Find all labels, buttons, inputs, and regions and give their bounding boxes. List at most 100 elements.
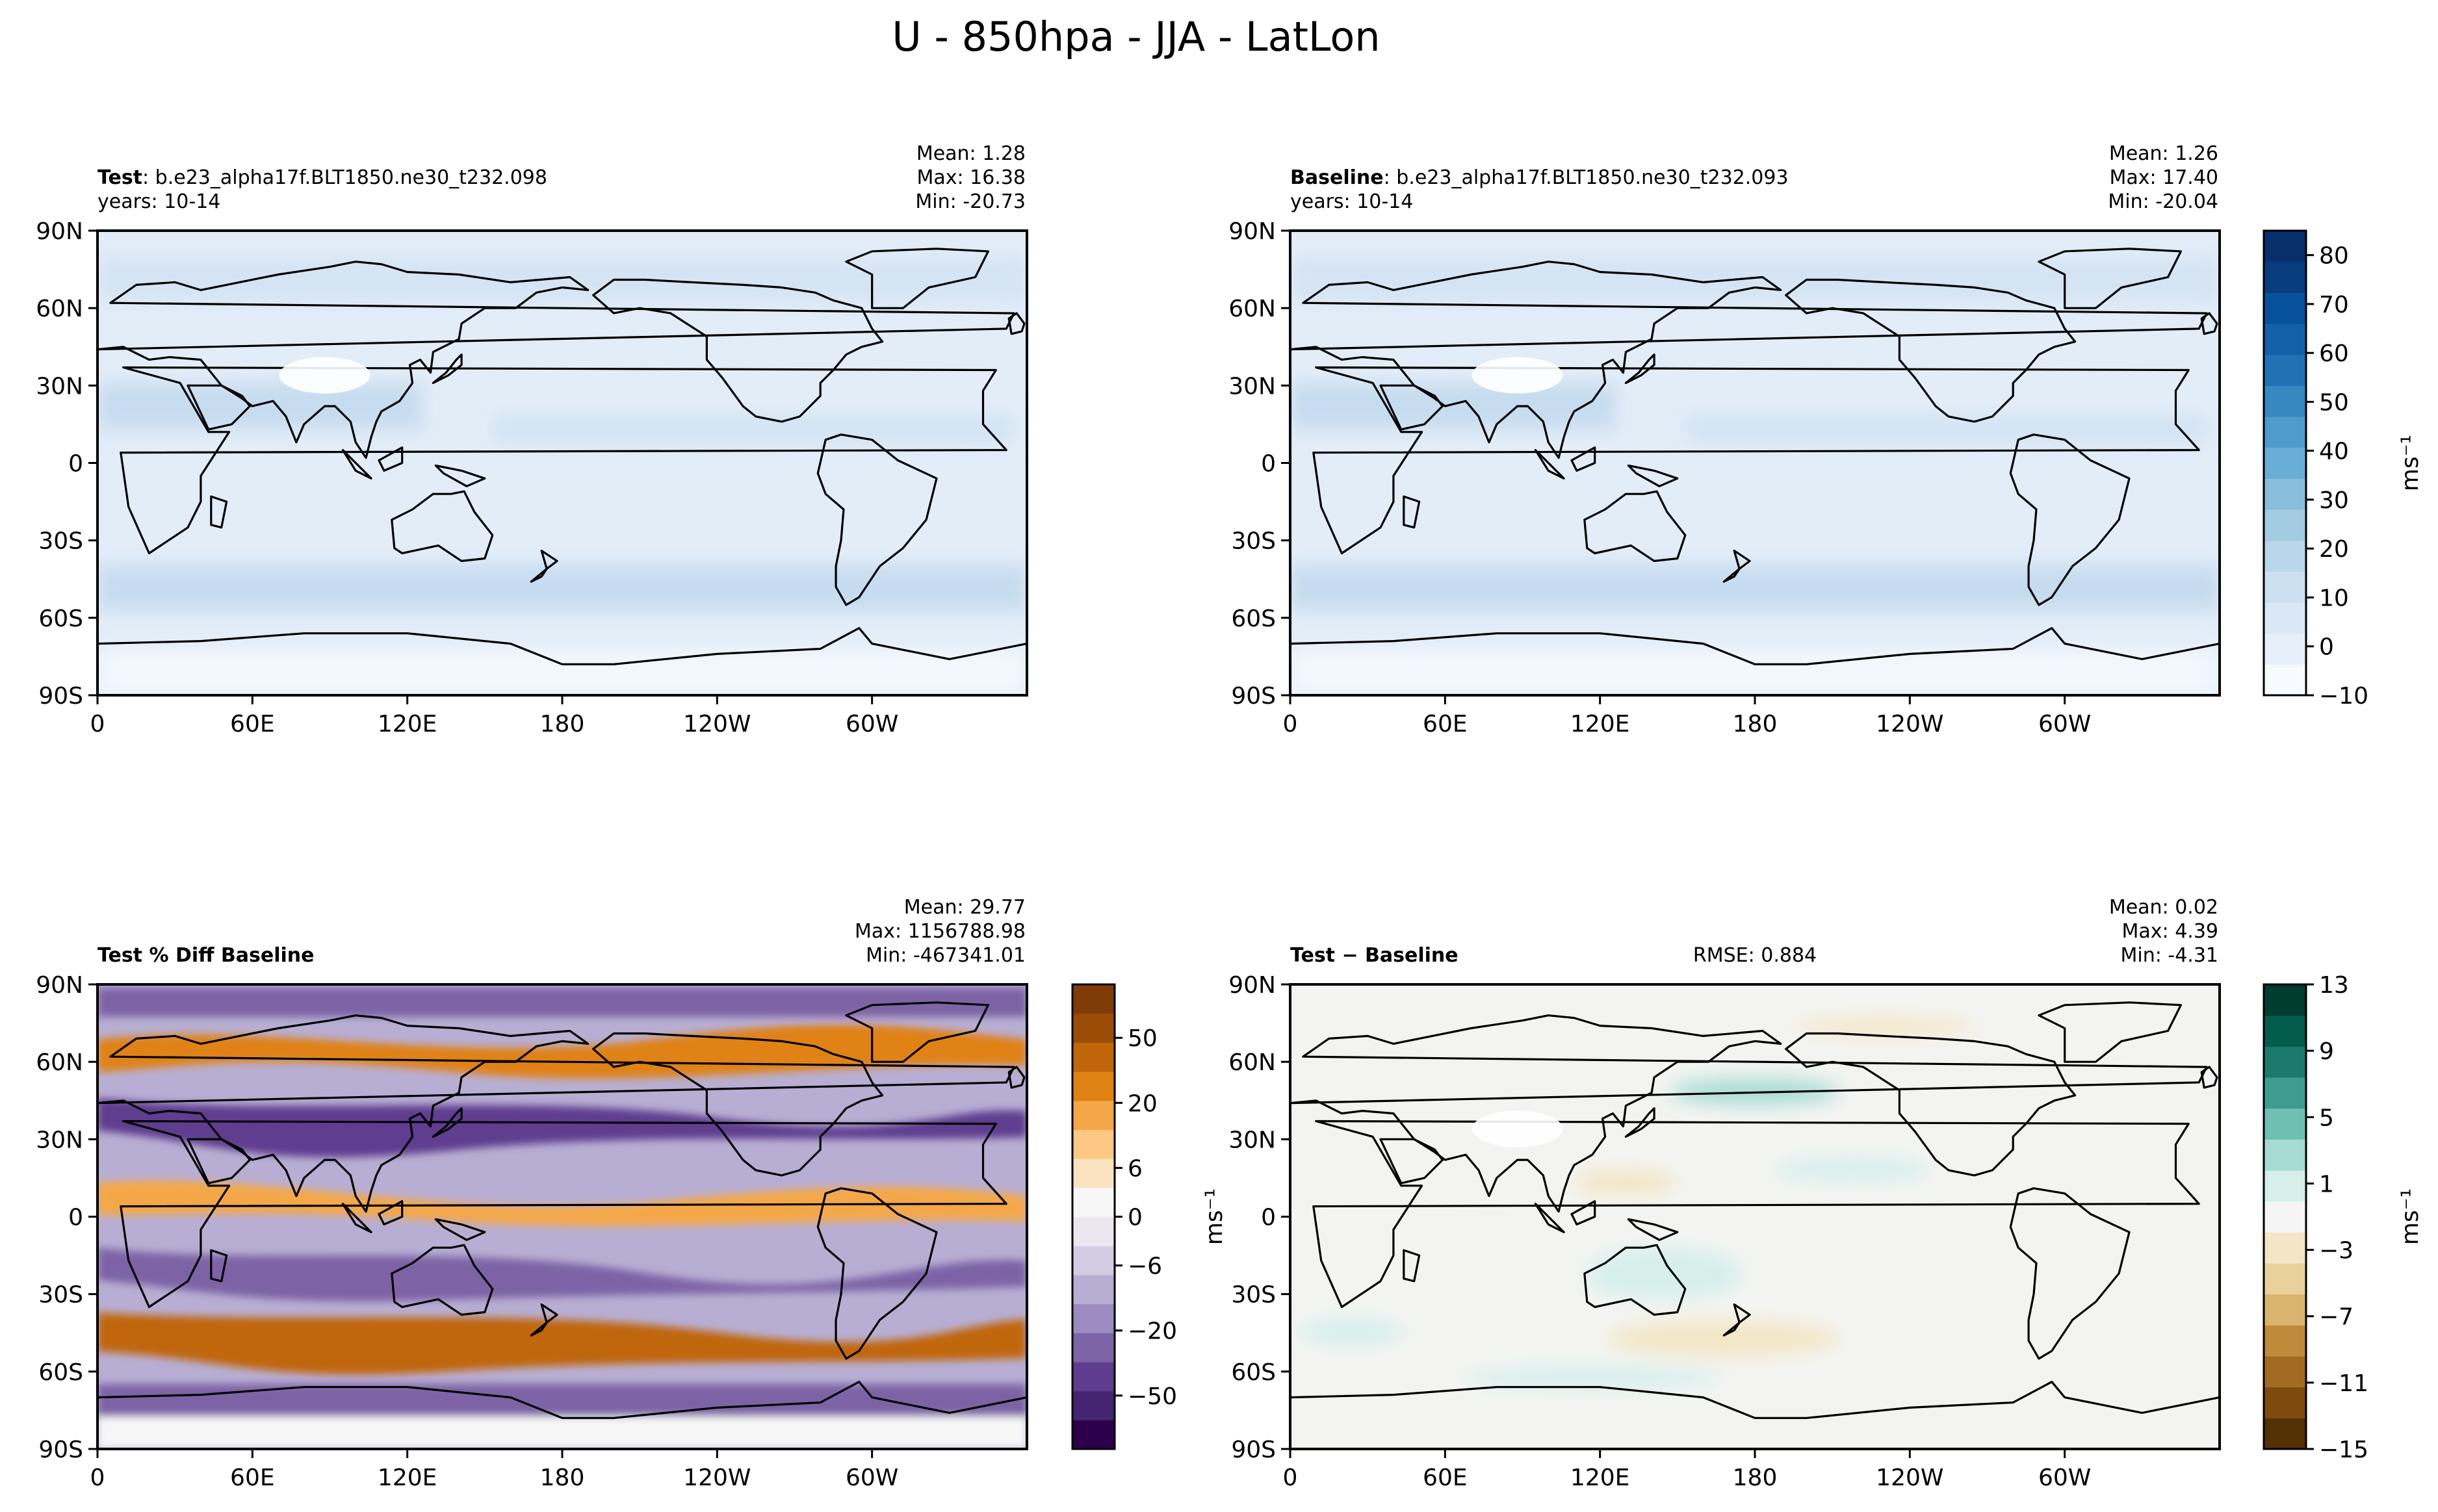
xtick-label-baseline-1: 60E xyxy=(1423,711,1468,737)
coastline-pctdiff-7 xyxy=(210,1249,228,1283)
panel-pctdiff-stat-max: Max: 1156788.98 xyxy=(855,920,1026,943)
colorbar-diff-frame xyxy=(2263,983,2307,1450)
map-test xyxy=(97,231,1027,695)
tibet-mask-test xyxy=(279,357,370,394)
colorbar-diff-segment xyxy=(2264,1325,2306,1357)
coastline-diff-0 xyxy=(1312,1120,2200,1309)
colorbar-pct-tick-label: −50 xyxy=(1128,1383,1177,1410)
coastline-pctdiff-2 xyxy=(187,1138,251,1185)
xtick-label-pctdiff-3: 180 xyxy=(540,1465,585,1491)
ytick-label-pctdiff-3: 0 xyxy=(68,1205,83,1231)
coastline-diff-5 xyxy=(2038,1001,2182,1063)
axes-diff: 0 60E 120E 180 120W 60W 90N 60N 30N 0 30S 60S 90S xyxy=(1228,972,2221,1491)
colorbar-diff-segment xyxy=(2264,1170,2306,1202)
coastline-diff-11 xyxy=(1534,1203,1565,1233)
colorbar-main-tick-label: 60 xyxy=(2319,340,2349,367)
colorbar-diff-segment xyxy=(2264,1108,2306,1140)
axes-test: 0 60E 120E 180 120W 60W 90N 60N 30N 0 30S 60S 90S xyxy=(36,218,1028,737)
xtick-label-diff-3: 180 xyxy=(1733,1465,1778,1491)
ytick-label-baseline-6: 90S xyxy=(1231,683,1276,710)
colorbar-main-segment xyxy=(2264,354,2306,386)
colorbar-main-tick-label: 50 xyxy=(2319,389,2349,416)
coastline-baseline-0 xyxy=(1312,366,2200,555)
ytick-label-baseline-2: 30N xyxy=(1228,373,1276,400)
colorbar-main-segment xyxy=(2264,292,2306,324)
panel-baseline-stat-min: Min: -20.04 xyxy=(2108,190,2218,213)
colorbar-main-segment xyxy=(2264,509,2306,541)
colorbar-pct-segment xyxy=(1072,1274,1115,1305)
coastlines-test xyxy=(96,248,1028,697)
colorbar-main-frame xyxy=(2263,229,2307,697)
panel-baseline-title-bold: Baseline xyxy=(1290,166,1384,189)
coastline-diff-7 xyxy=(1403,1249,1421,1283)
colorbar-pct-tick-label: 20 xyxy=(1128,1090,1158,1117)
colorbar-diff-tick-label: 1 xyxy=(2319,1171,2334,1198)
coastline-baseline-11 xyxy=(1534,449,1565,480)
coastline-test-4 xyxy=(816,433,938,606)
ytick-label-test-0: 90N xyxy=(36,218,83,245)
panel-test-subtitle: years: 10-14 xyxy=(97,190,220,213)
colorbar-diff-segment xyxy=(2264,1387,2306,1418)
colorbar-diff-segment xyxy=(2264,1356,2306,1388)
coastline-test-8 xyxy=(96,627,1028,697)
ytick-label-diff-5: 60S xyxy=(1231,1359,1276,1386)
colorbar-pct-segment xyxy=(1072,1216,1115,1246)
colorbar-main-label: ms⁻¹ xyxy=(2397,435,2424,491)
xtick-label-baseline-2: 120E xyxy=(1570,711,1629,737)
coastline-test-0 xyxy=(120,366,1007,555)
colorbar-main-tick-label: 40 xyxy=(2319,439,2349,465)
coastline-test-11 xyxy=(341,449,372,480)
coastline-baseline-8 xyxy=(1289,627,2221,697)
ytick-label-baseline-1: 60N xyxy=(1228,296,1276,322)
coastline-baseline-2 xyxy=(1379,384,1444,431)
colorbar-main-tick-label: 0 xyxy=(2319,634,2334,661)
colorbar-diff-tick-label: 9 xyxy=(2319,1038,2334,1065)
ytick-label-pctdiff-2: 30N xyxy=(36,1127,83,1153)
coastline-pctdiff-0 xyxy=(120,1120,1007,1309)
coastline-pctdiff-4 xyxy=(816,1187,938,1360)
colorbar-pct: 50 20 6 0 −6 −20 −50 ms⁻¹ xyxy=(1071,983,1228,1450)
coastlines-diff xyxy=(1289,1001,2221,1450)
colorbar-main-segment xyxy=(2264,385,2306,417)
coastline-diff-9 xyxy=(2200,1066,2218,1089)
colorbar-diff-segment xyxy=(2264,1139,2306,1171)
panel-diff: Mean: 0.02 Max: 4.39 Min: -4.31 Test − B… xyxy=(1289,896,2221,1450)
coastline-test-15 xyxy=(530,567,548,583)
coastline-baseline-10 xyxy=(1624,353,1655,384)
coastline-test-2 xyxy=(187,384,251,431)
coastlines-baseline xyxy=(1289,248,2221,697)
coastline-diff-12 xyxy=(1570,1200,1596,1225)
colorbar-pct-segment xyxy=(1072,1333,1115,1363)
coastline-diff-4 xyxy=(2009,1187,2131,1360)
colorbar-pct-label: ms⁻¹ xyxy=(1201,1188,1228,1245)
panel-diff-title-bold: Test xyxy=(1290,944,1335,967)
xtick-label-diff-1: 60E xyxy=(1423,1465,1468,1491)
ytick-label-baseline-5: 60S xyxy=(1231,606,1276,632)
ytick-label-test-1: 60N xyxy=(36,296,83,322)
coastline-baseline-6 xyxy=(1583,490,1687,562)
coastline-pctdiff-14 xyxy=(540,1303,558,1324)
xtick-label-diff-4: 120W xyxy=(1876,1465,1943,1491)
xtick-label-baseline-0: 0 xyxy=(1283,711,1298,737)
ytick-label-test-2: 30N xyxy=(36,373,83,400)
coastline-pctdiff-9 xyxy=(1007,1066,1026,1089)
coastline-pctdiff-8 xyxy=(96,1381,1028,1450)
panel-diff-title: Test − Baseline xyxy=(1290,944,1459,967)
colorbar-main-segment xyxy=(2264,261,2306,293)
ytick-label-pctdiff-1: 60N xyxy=(36,1049,83,1076)
panel-pctdiff-stat-mean: Mean: 29.77 xyxy=(904,896,1026,919)
colorbar-diff-segment xyxy=(2264,1232,2306,1264)
ytick-label-diff-6: 90S xyxy=(1231,1437,1276,1463)
xtick-label-test-2: 120E xyxy=(378,711,437,737)
panel-diff-rmse: RMSE: 0.884 xyxy=(1693,944,1817,967)
colorbar-diff-label: ms⁻¹ xyxy=(2397,1188,2424,1245)
coastline-diff-14 xyxy=(1733,1303,1751,1324)
colorbar-main-segment xyxy=(2264,478,2306,510)
tibet-mask-diff xyxy=(1472,1110,1563,1147)
colorbar-main-tick-label: −10 xyxy=(2319,683,2368,710)
colorbar-diff-segment xyxy=(2264,1015,2306,1047)
colorbar-diff-tick-label: −11 xyxy=(2319,1370,2368,1397)
ytick-label-pctdiff-6: 90S xyxy=(38,1437,83,1463)
coastline-baseline-9 xyxy=(2200,312,2218,335)
panel-diff-stat-min: Min: -4.31 xyxy=(2121,944,2219,967)
